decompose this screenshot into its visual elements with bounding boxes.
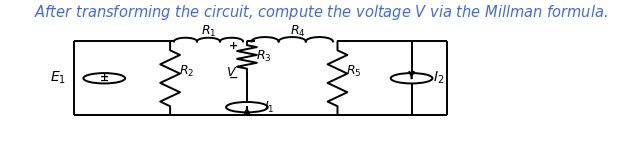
Text: +: + (100, 72, 109, 82)
Text: −: − (100, 75, 109, 85)
Text: $R_4$: $R_4$ (290, 24, 306, 39)
Text: −: − (228, 73, 238, 83)
Text: $E_1$: $E_1$ (49, 70, 65, 86)
Text: +: + (229, 41, 238, 51)
Text: After transforming the circuit, compute the voltage $V$ via the Millman formula.: After transforming the circuit, compute … (34, 3, 608, 22)
Text: $I_2$: $I_2$ (434, 70, 444, 86)
Text: $R_2$: $R_2$ (179, 64, 194, 79)
Text: $R_5$: $R_5$ (346, 64, 362, 79)
Text: $V$: $V$ (226, 66, 237, 79)
Text: $I_1$: $I_1$ (264, 100, 274, 115)
Text: $R_1$: $R_1$ (201, 24, 216, 39)
Text: $R_3$: $R_3$ (256, 49, 271, 64)
